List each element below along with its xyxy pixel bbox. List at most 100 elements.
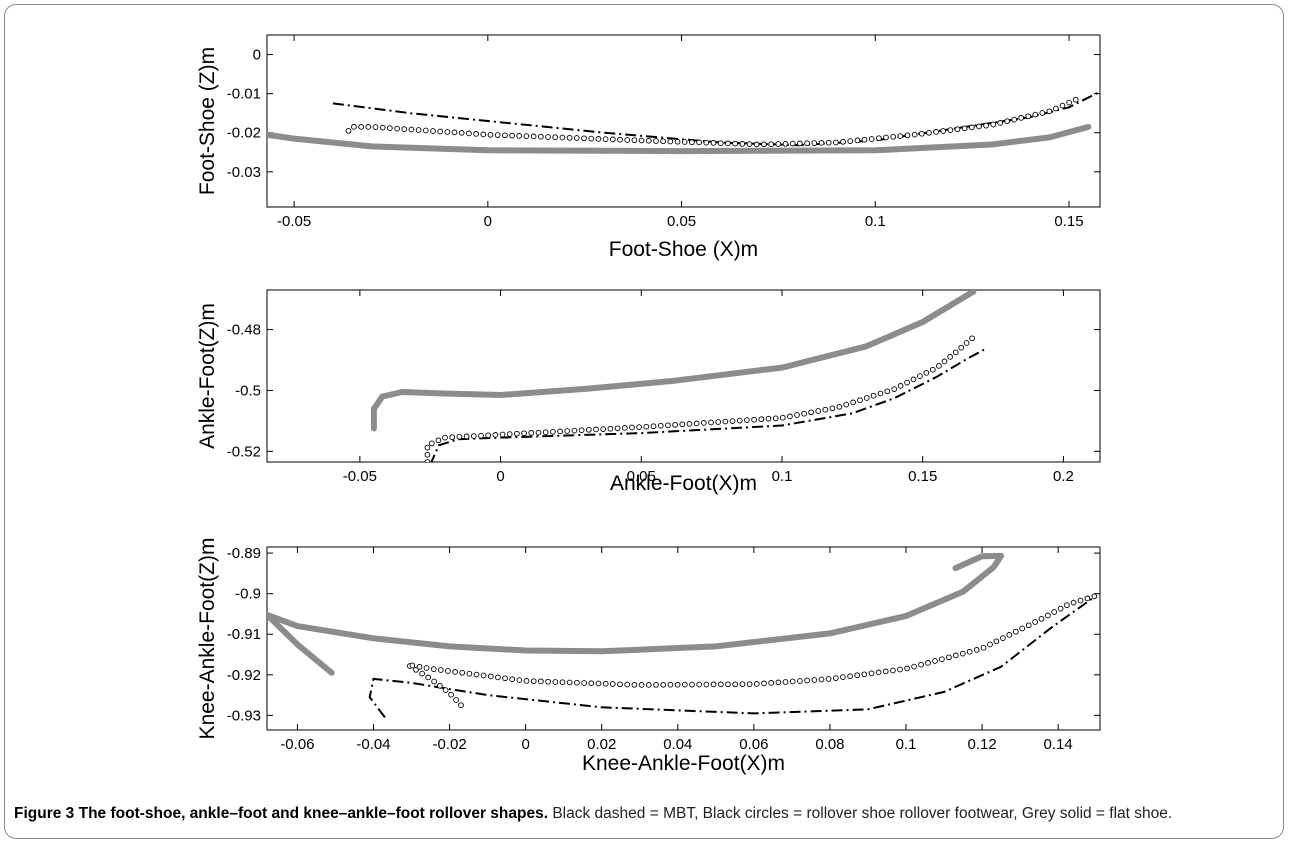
figure-caption: Figure 3 The foot-shoe, ankle–foot and k… bbox=[14, 803, 1279, 825]
rollover-marker bbox=[502, 132, 508, 139]
x-axis-label: Knee-Ankle-Foot(X)m bbox=[582, 752, 785, 775]
y-tick-label: -0.91 bbox=[227, 626, 261, 643]
rollover-marker bbox=[1011, 116, 1018, 123]
rollover-marker bbox=[571, 427, 578, 434]
y-tick-label: -0.52 bbox=[227, 443, 261, 460]
rollover-marker bbox=[485, 432, 492, 439]
rollover-marker bbox=[1039, 110, 1046, 116]
rollover-marker bbox=[911, 663, 917, 670]
rollover-marker bbox=[523, 133, 530, 139]
x-tick-label: -0.04 bbox=[356, 736, 390, 753]
rollover-marker bbox=[843, 401, 850, 408]
rollover-marker bbox=[703, 139, 710, 146]
rollover-marker bbox=[535, 429, 542, 436]
rollover-marker bbox=[600, 426, 607, 432]
rollover-marker bbox=[980, 644, 987, 651]
rollover-marker bbox=[804, 140, 810, 147]
rollover-marker bbox=[437, 128, 444, 135]
rollover-marker bbox=[904, 132, 911, 139]
rollover-marker bbox=[602, 680, 609, 687]
rollover-marker bbox=[650, 423, 657, 430]
rollover-marker bbox=[854, 672, 861, 679]
rollover-marker bbox=[952, 349, 959, 356]
rollover-marker bbox=[987, 641, 993, 648]
y-tick-label: -0.9 bbox=[235, 586, 261, 603]
y-tick-label: -0.01 bbox=[227, 86, 261, 103]
rollover-marker bbox=[758, 416, 765, 423]
rollover-marker bbox=[542, 429, 549, 436]
rollover-marker bbox=[470, 433, 477, 439]
rollover-marker bbox=[808, 409, 814, 416]
rollover-marker bbox=[833, 139, 839, 146]
rollover-marker bbox=[624, 137, 631, 143]
rollover-marker bbox=[797, 140, 803, 147]
rollover-marker bbox=[710, 681, 717, 688]
rollover-marker bbox=[877, 390, 884, 397]
rollover-marker bbox=[993, 638, 1000, 645]
rollover-marker bbox=[538, 678, 544, 685]
rollover-marker bbox=[1057, 605, 1064, 612]
rollover-marker bbox=[717, 681, 724, 688]
x-tick-label: 0.05 bbox=[627, 468, 656, 485]
rollover-marker bbox=[729, 418, 736, 424]
rollover-marker bbox=[947, 127, 954, 133]
series-flat-shoe-line bbox=[267, 123, 1092, 155]
rollover-marker bbox=[936, 363, 942, 369]
x-tick-label: 0.12 bbox=[967, 736, 996, 753]
y-axis-label: Ankle-Foot(Z)m bbox=[196, 303, 219, 449]
rollover-marker bbox=[1006, 632, 1013, 638]
series-flat-shoe-line bbox=[267, 552, 1005, 655]
y-tick-label: -0.48 bbox=[227, 322, 261, 339]
rollover-marker bbox=[1038, 615, 1045, 622]
x-tick-label: 0.14 bbox=[1044, 736, 1073, 753]
rollover-marker bbox=[973, 647, 980, 653]
rollover-marker bbox=[499, 431, 506, 438]
rollover-marker bbox=[552, 679, 559, 685]
rollover-marker bbox=[681, 139, 688, 145]
rollover-marker bbox=[1025, 622, 1032, 629]
plot-area bbox=[267, 90, 1100, 155]
rollover-marker bbox=[883, 134, 889, 141]
rollover-marker bbox=[413, 666, 419, 673]
figure-frame bbox=[4, 4, 1284, 839]
rollover-marker bbox=[876, 135, 882, 142]
rollover-marker bbox=[667, 138, 674, 145]
plot-frame bbox=[266, 289, 1101, 463]
rollover-marker bbox=[458, 130, 465, 136]
rollover-marker bbox=[732, 140, 738, 147]
rollover-marker bbox=[672, 421, 678, 428]
plot-frame bbox=[266, 34, 1101, 208]
rollover-marker bbox=[736, 417, 743, 424]
rollover-marker bbox=[939, 656, 945, 663]
rollover-marker bbox=[782, 679, 789, 685]
x-tick-label: 0.04 bbox=[663, 736, 692, 753]
rollover-marker bbox=[578, 427, 585, 434]
rollover-marker bbox=[1066, 99, 1072, 106]
series-flat-shoe-line bbox=[267, 611, 335, 676]
rollover-marker bbox=[952, 652, 959, 659]
rollover-marker bbox=[679, 421, 686, 428]
rollover-marker bbox=[545, 678, 551, 685]
series-rollover-markers bbox=[407, 593, 1098, 709]
rollover-marker bbox=[787, 413, 793, 420]
rollover-marker bbox=[480, 672, 487, 679]
rollover-marker bbox=[588, 135, 595, 142]
series-flat-shoe-line bbox=[370, 290, 977, 432]
rollover-marker bbox=[358, 124, 364, 130]
rollover-marker bbox=[1091, 593, 1098, 600]
rollover-marker bbox=[997, 120, 1004, 126]
rollover-marker bbox=[660, 138, 666, 145]
rollover-marker bbox=[559, 679, 566, 686]
x-tick-label: 0 bbox=[521, 736, 529, 753]
rollover-marker bbox=[857, 397, 863, 404]
rollover-marker bbox=[1051, 609, 1058, 615]
rollover-marker bbox=[645, 682, 652, 688]
rollover-marker bbox=[530, 133, 537, 140]
rollover-marker bbox=[884, 388, 891, 395]
chart-1: -0.05 0 0.05 0.1 0.15 0 -0.01 -0.02 -0.03 Foot-Sh… bbox=[196, 34, 1101, 261]
rollover-marker bbox=[863, 395, 870, 401]
rollover-marker bbox=[617, 681, 623, 688]
rollover-marker bbox=[933, 129, 939, 135]
rollover-marker bbox=[932, 658, 938, 664]
rollover-marker bbox=[444, 129, 451, 135]
